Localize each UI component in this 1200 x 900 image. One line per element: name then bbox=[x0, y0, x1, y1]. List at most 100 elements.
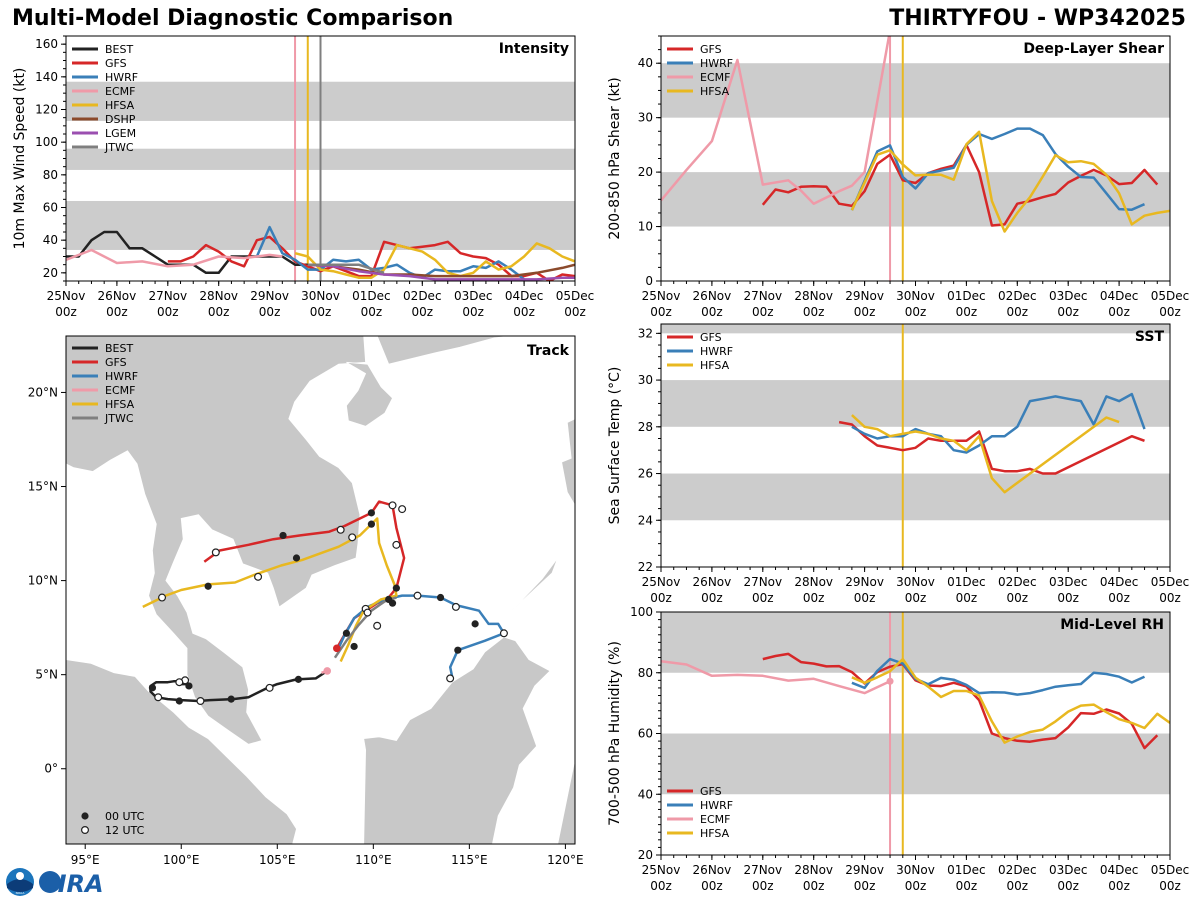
series-ecmf bbox=[661, 36, 891, 205]
y-tick-label: 20 bbox=[638, 848, 653, 862]
panel-sst: 22 24 26 28 30 32 25Nov 00z 26Nov 00z 27Nov 00z 28No… bbox=[607, 323, 1189, 605]
cira-logo: CIRA bbox=[39, 870, 104, 898]
legend-label: HWRF bbox=[700, 57, 733, 70]
legend-label: HFSA bbox=[700, 827, 730, 840]
x-tick-label: 00z bbox=[412, 305, 434, 319]
x-tick-label: 03Dec bbox=[1049, 863, 1088, 877]
x-tick-label: 27Nov bbox=[743, 575, 782, 589]
x-tick-label: 04Dec bbox=[1100, 289, 1139, 303]
landmass bbox=[253, 743, 261, 749]
legend-label: BEST bbox=[105, 43, 133, 56]
legend-label: HFSA bbox=[700, 359, 730, 372]
track-marker-00utc bbox=[350, 642, 358, 651]
track-marker-00utc bbox=[204, 582, 212, 590]
plot-frame bbox=[660, 323, 1171, 568]
track-marker-12utc bbox=[254, 572, 263, 581]
x-tick-label: 28Nov bbox=[199, 289, 238, 303]
legend-label: HFSA bbox=[700, 85, 730, 98]
legend-label: HFSA bbox=[105, 398, 135, 411]
x-tick-label: 01Dec bbox=[352, 289, 391, 303]
plot-area bbox=[66, 36, 575, 281]
x-tick-label: 00z bbox=[513, 305, 535, 319]
track-marker-12utc bbox=[158, 593, 167, 602]
y-tick-label: 30 bbox=[638, 373, 653, 387]
legend-label: ECMF bbox=[105, 85, 135, 98]
lat-tick-label: 10°N bbox=[28, 574, 58, 588]
track-marker-00utc bbox=[292, 554, 301, 562]
y-tick-label: 40 bbox=[638, 787, 653, 801]
y-tick-label: 100 bbox=[35, 135, 58, 149]
y-axis-label: 10m Max Wind Speed (kt) bbox=[12, 68, 28, 250]
intensity-band bbox=[661, 63, 1170, 118]
series-hwrf bbox=[851, 657, 1146, 696]
x-tick-label: 00z bbox=[854, 879, 876, 893]
track-marker-00utc bbox=[148, 684, 157, 692]
x-tick-label: 04Dec bbox=[1100, 575, 1139, 589]
x-tick-label: 00z bbox=[905, 305, 927, 319]
landmass bbox=[561, 418, 575, 507]
x-tick-label: 03Dec bbox=[454, 289, 493, 303]
y-tick-label: 60 bbox=[638, 727, 653, 741]
y-tick-label: 24 bbox=[638, 513, 653, 527]
legend-label: 00 UTC bbox=[105, 810, 145, 823]
x-tick-label: 01Dec bbox=[947, 289, 986, 303]
track-marker-00utc bbox=[294, 675, 303, 683]
x-tick-label: 00z bbox=[462, 305, 484, 319]
track-marker-12utc bbox=[211, 548, 220, 557]
x-tick-label: 30Nov bbox=[896, 863, 935, 877]
x-tick-label: 00z bbox=[650, 591, 672, 605]
y-tick-label: 32 bbox=[638, 326, 653, 340]
intensity-band bbox=[661, 324, 1170, 334]
y-tick-label: 120 bbox=[35, 103, 58, 117]
x-tick-label: 01Dec bbox=[947, 575, 986, 589]
x-tick-label: 26Nov bbox=[693, 863, 732, 877]
legend-label: ECMF bbox=[700, 813, 730, 826]
x-tick-label: 00z bbox=[752, 591, 774, 605]
x-tick-label: 00z bbox=[803, 879, 825, 893]
track-marker-00utc bbox=[227, 695, 235, 703]
landmass bbox=[557, 759, 575, 844]
y-tick-label: 160 bbox=[35, 37, 58, 51]
x-tick-label: 25Nov bbox=[642, 289, 681, 303]
legend-marker-00utc bbox=[81, 812, 89, 820]
series-hfsa bbox=[851, 657, 1170, 744]
x-tick-label: 28Nov bbox=[794, 575, 833, 589]
x-tick-label: 03Dec bbox=[1049, 575, 1088, 589]
legend-label: GFS bbox=[700, 785, 722, 798]
y-tick-label: 10 bbox=[638, 220, 653, 234]
track-marker-12utc bbox=[265, 683, 274, 692]
x-tick-label: 00z bbox=[701, 305, 723, 319]
legend-label: ECMF bbox=[700, 71, 730, 84]
lat-tick-label: 0° bbox=[44, 762, 58, 776]
track-marker-12utc bbox=[499, 629, 508, 638]
x-tick-label: 00z bbox=[701, 879, 723, 893]
intensity-band bbox=[661, 380, 1170, 427]
track-marker-00utc bbox=[392, 584, 400, 592]
lat-tick-label: 5°N bbox=[35, 668, 58, 682]
x-tick-label: 00z bbox=[956, 305, 978, 319]
track-marker-gfs bbox=[333, 644, 341, 653]
x-tick-label: 00z bbox=[854, 591, 876, 605]
legend-label: ECMF bbox=[105, 384, 135, 397]
legend-label: HWRF bbox=[700, 345, 733, 358]
track-marker-00utc bbox=[367, 520, 375, 528]
y-tick-label: 140 bbox=[35, 70, 58, 84]
x-tick-label: 04Dec bbox=[505, 289, 544, 303]
y-tick-label: 20 bbox=[43, 266, 58, 280]
series-hfsa bbox=[850, 130, 1170, 233]
legend-label: GFS bbox=[700, 43, 722, 56]
intensity-band bbox=[661, 172, 1170, 227]
landmass bbox=[66, 659, 297, 844]
y-tick-label: 0 bbox=[645, 274, 653, 288]
x-tick-label: 00z bbox=[361, 305, 383, 319]
x-tick-label: 00z bbox=[956, 591, 978, 605]
x-tick-label: 02Dec bbox=[998, 863, 1037, 877]
lon-tick-label: 115°E bbox=[451, 853, 488, 867]
x-tick-label: 00z bbox=[1057, 879, 1079, 893]
series-ecmf bbox=[66, 248, 283, 268]
x-tick-label: 00z bbox=[157, 305, 179, 319]
lon-tick-label: 110°E bbox=[355, 853, 392, 867]
x-tick-label: 00z bbox=[1007, 305, 1029, 319]
series-gfs bbox=[167, 235, 575, 281]
